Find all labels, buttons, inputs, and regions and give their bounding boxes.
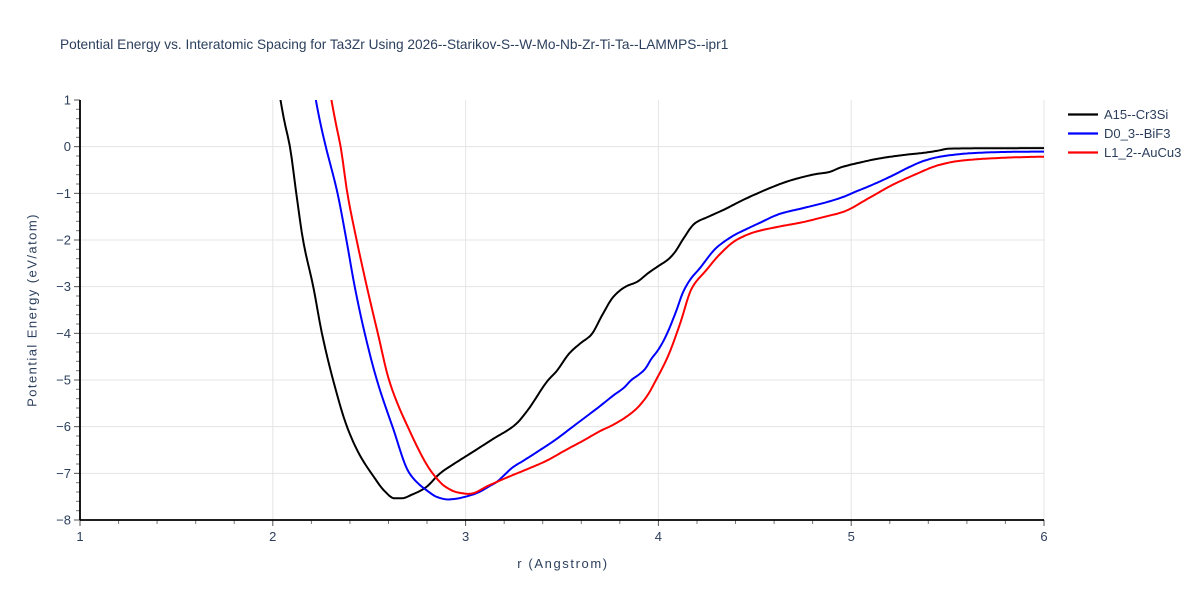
svg-text:L1_2--AuCu3: L1_2--AuCu3 (1104, 145, 1181, 160)
svg-text:−7: −7 (56, 466, 71, 481)
svg-text:D0_3--BiF3: D0_3--BiF3 (1104, 126, 1170, 141)
svg-text:−2: −2 (56, 233, 71, 248)
svg-text:6: 6 (1040, 529, 1047, 544)
svg-text:Potential Energy (eV/atom): Potential Energy (eV/atom) (25, 213, 40, 407)
svg-text:4: 4 (655, 529, 662, 544)
svg-text:3: 3 (462, 529, 469, 544)
svg-text:A15--Cr3Si: A15--Cr3Si (1104, 107, 1168, 122)
svg-text:r (Angstrom): r (Angstrom) (517, 556, 608, 571)
svg-text:1: 1 (64, 93, 71, 108)
svg-text:−8: −8 (56, 513, 71, 528)
svg-text:−3: −3 (56, 279, 71, 294)
svg-text:−5: −5 (56, 373, 71, 388)
svg-text:0: 0 (64, 139, 71, 154)
svg-text:−4: −4 (56, 326, 71, 341)
svg-text:−6: −6 (56, 419, 71, 434)
svg-text:Potential Energy vs. Interatom: Potential Energy vs. Interatomic Spacing… (60, 37, 728, 52)
svg-text:2: 2 (269, 529, 276, 544)
svg-text:5: 5 (848, 529, 855, 544)
svg-text:−1: −1 (56, 186, 71, 201)
svg-text:1: 1 (76, 529, 83, 544)
